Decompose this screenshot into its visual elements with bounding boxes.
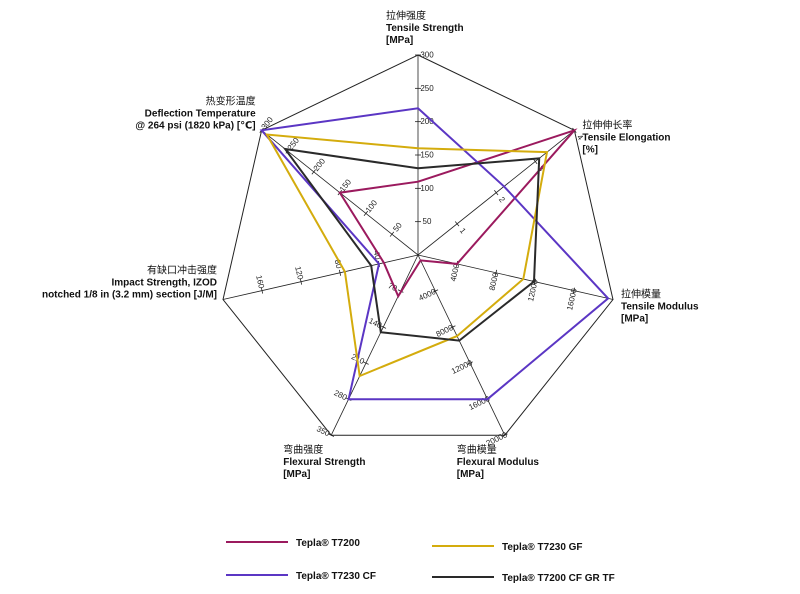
axis-title: 拉伸伸长率 Tensile Elongation [%] bbox=[582, 118, 670, 155]
axis-spoke bbox=[222, 254, 419, 300]
axis-tick-label: 8000 bbox=[488, 271, 501, 291]
axis-tick-mark bbox=[533, 158, 538, 165]
axis-tick-mark bbox=[380, 325, 387, 329]
axis-title-line: 热变形温度 bbox=[206, 94, 256, 107]
axis-tick-label: 250 bbox=[420, 84, 434, 93]
axis-title-line: Tensile Modulus bbox=[621, 302, 699, 313]
axis-title-line: [MPa] bbox=[386, 35, 413, 46]
axis-title-line: Tensile Elongation bbox=[582, 132, 670, 143]
axis-title-line: [MPa] bbox=[283, 469, 310, 480]
axis-spoke bbox=[330, 254, 419, 436]
axis-title: 热变形温度 Deflection Temperature @ 264 psi (18… bbox=[135, 94, 256, 131]
series-line bbox=[264, 133, 549, 378]
axis-title-line: 拉伸模量 bbox=[621, 288, 661, 301]
axis-tick-label: 50 bbox=[423, 217, 432, 226]
axis-tick-label: 4000 bbox=[449, 262, 462, 282]
axis-tick-label: 2 bbox=[497, 195, 507, 205]
axis-title: 弯曲模量 Flexural Modulus [MPa] bbox=[457, 443, 540, 480]
axis-title-line: Impact Strength, IZOD bbox=[111, 278, 217, 289]
axis-tick-mark bbox=[338, 269, 342, 276]
axis-tick-mark bbox=[493, 190, 499, 196]
axis-title: 拉伸模量 Tensile Modulus [MPa] bbox=[621, 288, 699, 325]
axis-spoke bbox=[417, 254, 614, 300]
axis-title-line: Flexural Modulus bbox=[457, 457, 540, 468]
axis-tick-label: 80 bbox=[333, 259, 344, 270]
axis-tick-label: 150 bbox=[420, 151, 434, 160]
axis-tick-label: 4 bbox=[575, 133, 585, 143]
axis-title-line: 弯曲强度 bbox=[283, 443, 323, 456]
axis-title-line: [MPa] bbox=[621, 314, 648, 325]
axis-tick-label: 300 bbox=[420, 51, 434, 60]
axis-title-line: [MPa] bbox=[457, 469, 484, 480]
legend-label: Tepla® T7230 GF bbox=[502, 542, 583, 553]
legend-label: Tepla® T7200 bbox=[296, 538, 360, 549]
axis-tick-mark bbox=[260, 287, 264, 294]
radar-frame bbox=[222, 54, 614, 436]
axis-tick-label: 40 bbox=[372, 250, 383, 261]
axis-title: 拉伸强度 Tensile Strength [MPa] bbox=[386, 9, 464, 46]
axis-spoke bbox=[417, 254, 506, 436]
series-line bbox=[282, 147, 541, 342]
axis-tick-label: 350 bbox=[315, 424, 331, 438]
axis-tick-label: 16000 bbox=[565, 287, 579, 311]
axis-title: 弯曲强度 Flexural Strength [MPa] bbox=[283, 443, 365, 480]
series-line bbox=[259, 107, 610, 401]
axis-tick-mark bbox=[328, 433, 335, 437]
axis-title-line: Deflection Temperature bbox=[145, 108, 256, 119]
axis-title-line: Tensile Strength bbox=[386, 23, 464, 34]
axis-tick-label: 12000 bbox=[450, 358, 474, 376]
legend-label: Tepla® T7230 CF bbox=[296, 571, 376, 582]
axis-tick-mark bbox=[454, 221, 460, 227]
axis-tick-mark bbox=[299, 278, 303, 285]
axis-title-line: 拉伸伸长率 bbox=[582, 118, 632, 131]
axis-tick-mark bbox=[501, 433, 508, 437]
axis-tick-label: 280 bbox=[332, 388, 348, 402]
axis-tick-label: 160 bbox=[254, 274, 266, 290]
axis-tick-mark bbox=[363, 210, 369, 217]
axis-tick-label: 120 bbox=[293, 265, 305, 281]
axis-title-line: 拉伸强度 bbox=[386, 9, 426, 22]
axis-tick-mark bbox=[389, 231, 395, 237]
axis-tick-label: 100 bbox=[364, 198, 380, 214]
axis-tick-label: 100 bbox=[420, 184, 434, 193]
axis-tick-label: 1 bbox=[458, 226, 468, 236]
axis-tick-label: 200 bbox=[312, 156, 328, 172]
axis-tick-mark bbox=[494, 269, 498, 276]
axis-tick-label: 200 bbox=[420, 117, 434, 126]
axis-tick-mark bbox=[311, 169, 316, 175]
axis-title-line: Flexural Strength bbox=[283, 457, 365, 468]
axis-title-line: @ 264 psi (1820 kPa) [℃] bbox=[135, 120, 255, 131]
axis-tick-mark bbox=[449, 325, 456, 329]
axis-title-line: [%] bbox=[582, 144, 598, 155]
series-line bbox=[338, 128, 578, 299]
legend-label: Tepla® T7200 CF GR TF bbox=[502, 573, 615, 584]
axis-tick-label: 50 bbox=[391, 220, 404, 233]
axis-title-line: 有缺口冲击强度 bbox=[147, 264, 217, 277]
axis-tick-mark bbox=[432, 289, 439, 293]
axis-title-line: notched 1/8 in (3.2 mm) section [J/M] bbox=[42, 290, 217, 301]
axis-title: 有缺口冲击强度 Impact Strength, IZOD notched 1/8 … bbox=[42, 264, 217, 301]
axis-tick-mark bbox=[467, 361, 473, 365]
axis-tick-mark bbox=[363, 361, 369, 365]
axis-tick-label: 16000 bbox=[467, 394, 491, 412]
axis-tick-mark bbox=[572, 287, 576, 294]
axis-title-line: 弯曲模量 bbox=[457, 443, 497, 456]
